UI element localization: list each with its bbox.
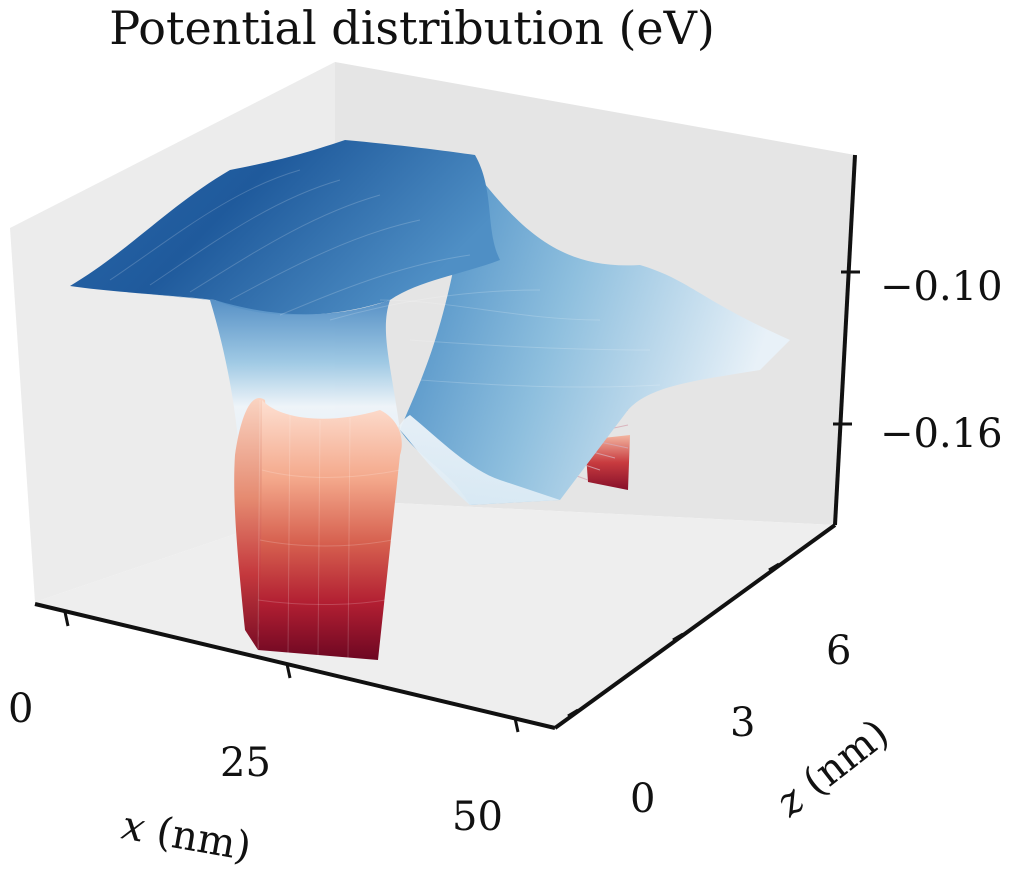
surface-mesh bbox=[109, 169, 661, 660]
x-axis-line bbox=[34, 602, 556, 730]
z-tick-label-0: 0 bbox=[630, 776, 655, 822]
floor-pane bbox=[35, 500, 835, 728]
x-axis-label: x (nm) bbox=[118, 803, 254, 871]
v-tick-label-2: −0.16 bbox=[880, 411, 1003, 457]
z-axis-line bbox=[553, 523, 837, 730]
x-tick-label-0: 0 bbox=[8, 686, 33, 732]
x-tick-0 bbox=[63, 611, 70, 627]
v-axis-line bbox=[833, 154, 857, 526]
x-tick-25 bbox=[285, 663, 292, 679]
z-tick-6 bbox=[768, 562, 780, 572]
x-tick-50 bbox=[513, 717, 520, 733]
chart-title: Potential distribution (eV) bbox=[109, 1, 715, 55]
x-tick-label-50: 50 bbox=[452, 794, 503, 840]
surface-front-slope bbox=[70, 286, 560, 505]
z-tick-0 bbox=[567, 708, 579, 718]
z-tick-label-6: 6 bbox=[826, 628, 851, 674]
surface-right-slope bbox=[400, 165, 790, 505]
surface-plateau bbox=[70, 140, 500, 315]
well-front-wall bbox=[258, 400, 402, 660]
x-tick-label-25: 25 bbox=[220, 740, 271, 786]
v-tick-label-1: −0.10 bbox=[880, 264, 1003, 310]
z-tick-3 bbox=[672, 632, 684, 642]
well-left-wall bbox=[234, 398, 267, 650]
z-tick-label-3: 3 bbox=[730, 700, 755, 746]
z-axis-label: z (nm) bbox=[767, 710, 898, 826]
